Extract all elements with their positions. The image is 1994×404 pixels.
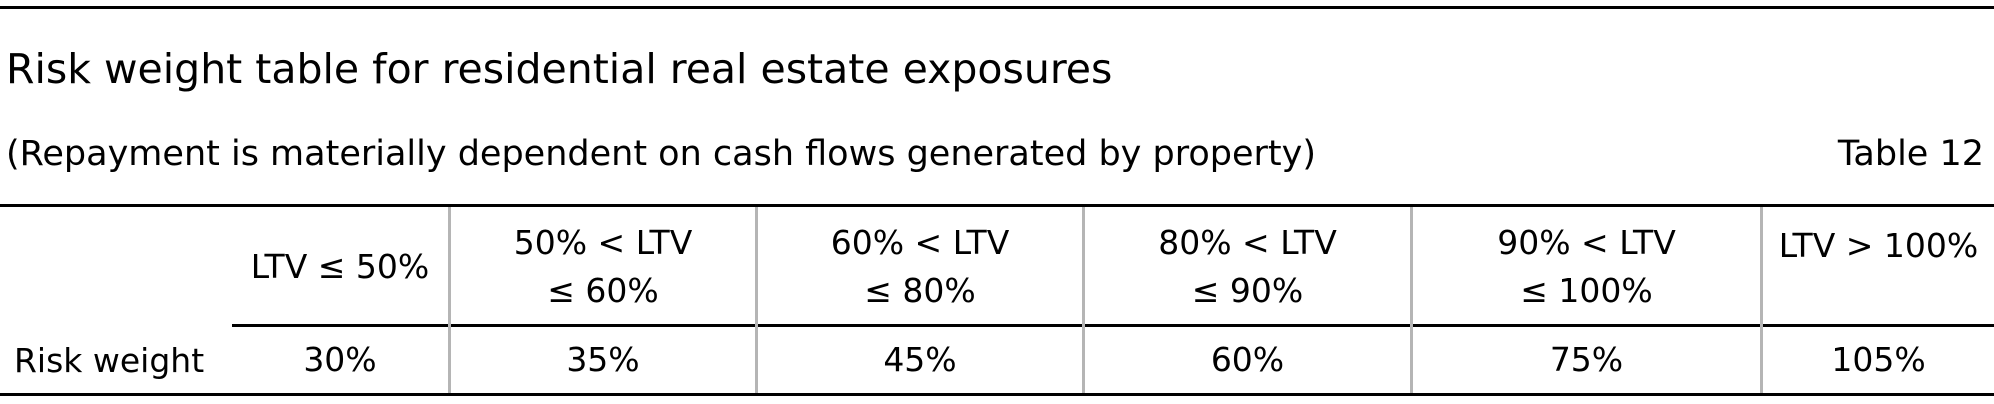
column-header-label: 50% < LTV ≤ 60%: [513, 223, 693, 310]
column-header-ltv-50-60: 50% < LTV ≤ 60%: [451, 212, 755, 322]
table-number: Table 12: [1837, 134, 1984, 174]
header-top-rule: [0, 204, 1994, 207]
table-cell: 45%: [883, 340, 957, 379]
column-header-ltv-80-90: 80% < LTV ≤ 90%: [1085, 212, 1410, 322]
table-title: Risk weight table for residential real e…: [6, 45, 1113, 93]
column-header-ltv-50: LTV ≤ 50%: [232, 212, 448, 322]
header-bottom-rule: [232, 324, 1994, 327]
table-cell: 60%: [1210, 340, 1285, 379]
row-label-risk-weight: Risk weight: [14, 340, 205, 380]
table-cell: 35%: [566, 340, 640, 379]
table-bottom-rule: [0, 393, 1994, 396]
column-separator: [1410, 207, 1413, 393]
column-header-label: 90% < LTV ≤ 100%: [1497, 223, 1676, 310]
column-header-label: LTV > 100%: [1778, 226, 1979, 265]
column-separator: [1082, 207, 1085, 393]
column-header-label: 60% < LTV ≤ 80%: [830, 223, 1010, 310]
table-subtitle: (Repayment is materially dependent on ca…: [6, 134, 1317, 174]
table-cell: 75%: [1549, 340, 1624, 379]
top-rule: [0, 6, 1994, 9]
table-cell: 105%: [1831, 340, 1926, 379]
column-header-ltv-over-100: LTV > 100%: [1763, 212, 1994, 322]
column-separator: [1760, 207, 1763, 393]
column-separator: [755, 207, 758, 393]
table-cell: 30%: [303, 340, 377, 379]
column-header-ltv-90-100: 90% < LTV ≤ 100%: [1413, 212, 1760, 322]
column-header-label: LTV ≤ 50%: [250, 247, 430, 286]
column-header-label: 80% < LTV ≤ 90%: [1158, 223, 1337, 310]
column-header-ltv-60-80: 60% < LTV ≤ 80%: [758, 212, 1082, 322]
column-separator: [448, 207, 451, 393]
